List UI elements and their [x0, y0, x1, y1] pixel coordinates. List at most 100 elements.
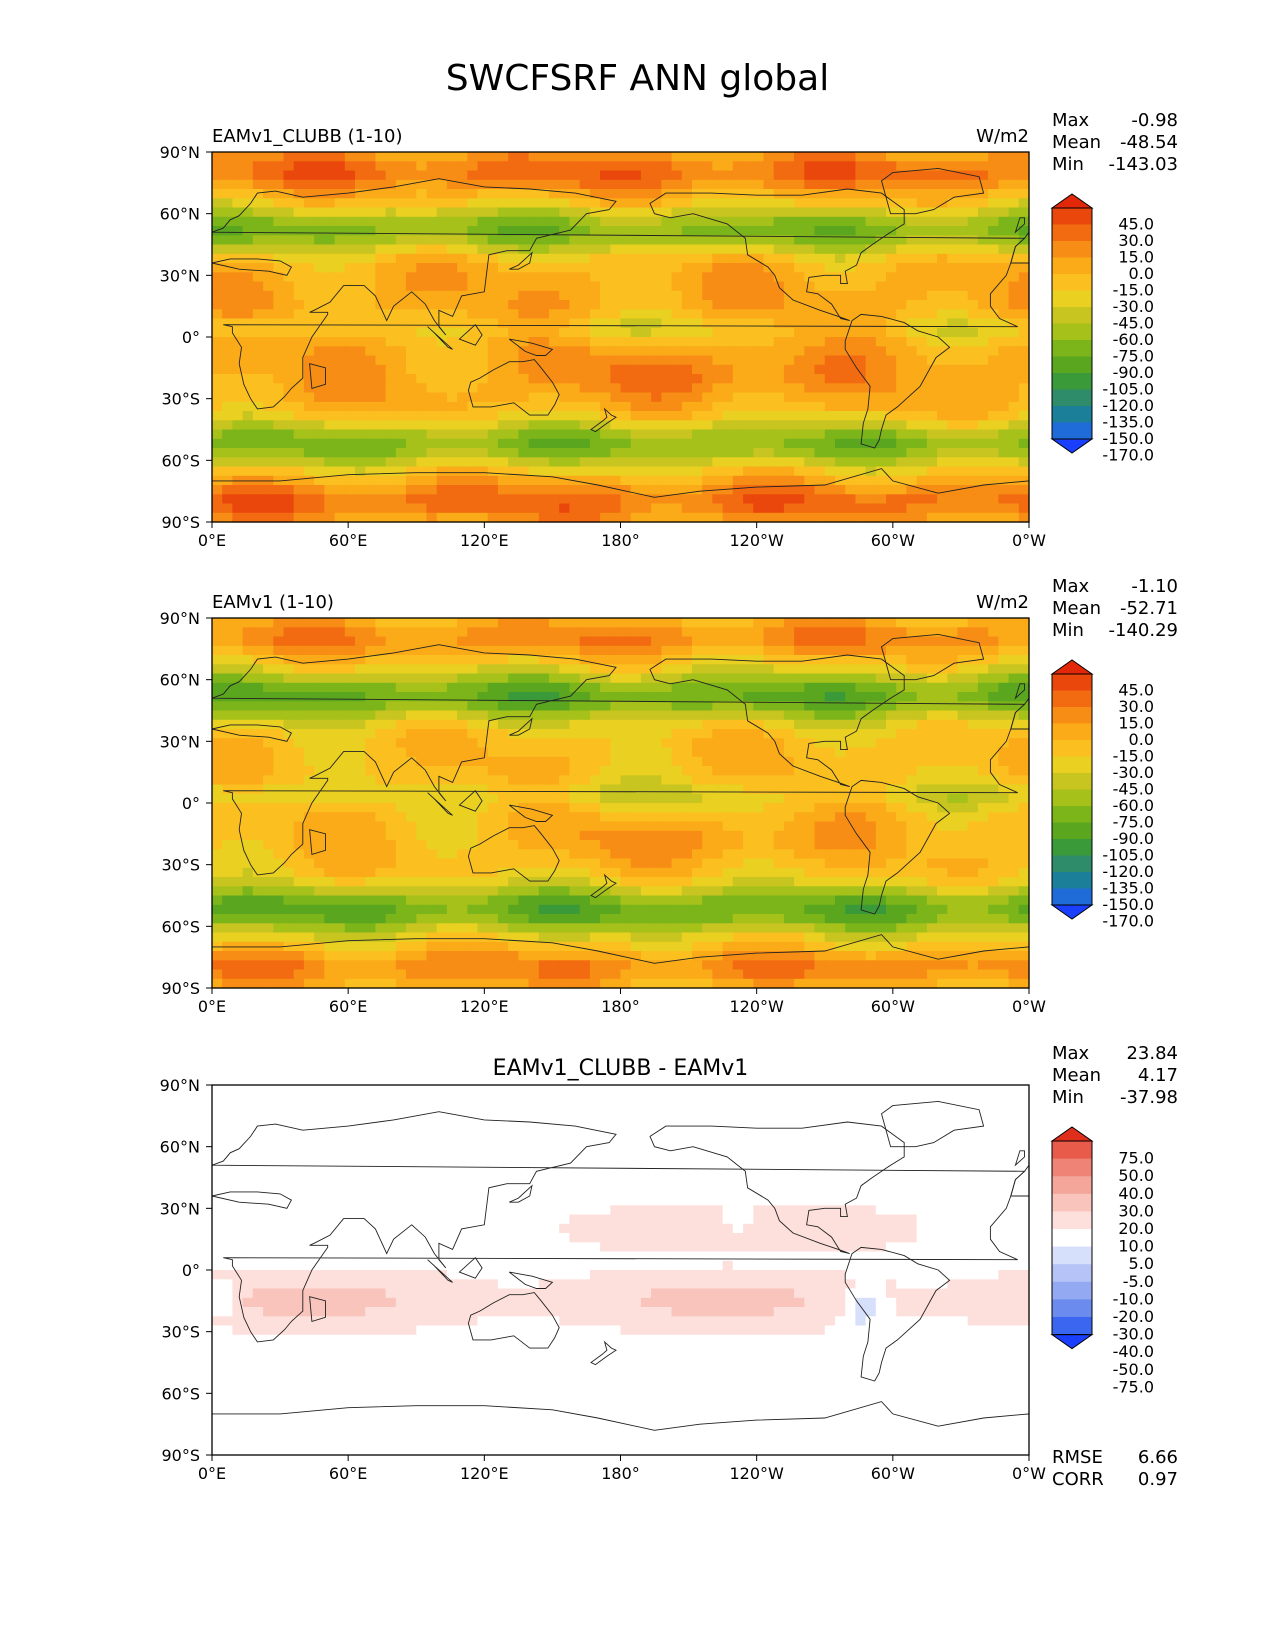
- x-tick-label: 120°W: [729, 1464, 784, 1483]
- colorbar-label: -90.0: [1113, 829, 1154, 848]
- map-panel-3: 0°E 60°E 120°E 180° 120°W 60°W 0°W 90°N 60°N 30°N…: [160, 1043, 1178, 1490]
- colorbar-label: -60.0: [1113, 796, 1154, 815]
- y-tick-label: 0°: [182, 328, 200, 347]
- colorbar-label: -120.0: [1102, 396, 1154, 415]
- colorbar-segment: [1052, 674, 1092, 691]
- field-contours: [212, 1085, 1030, 1456]
- y-tick-label: 90°S: [161, 1446, 200, 1465]
- colorbar-label: -60.0: [1113, 330, 1154, 349]
- y-tick-label: 30°S: [161, 390, 200, 409]
- coastline: [509, 338, 554, 356]
- colorbar-segment: [1052, 1229, 1092, 1247]
- metric-label: RMSE: [1052, 1447, 1103, 1468]
- colorbar-label: 75.0: [1118, 1149, 1154, 1168]
- colorbar-segment: [1052, 257, 1092, 275]
- colorbar-segment: [1052, 773, 1092, 790]
- coastline: [649, 654, 905, 788]
- colorbar-label: -50.0: [1113, 1360, 1154, 1379]
- y-tick-label: 90°N: [160, 609, 200, 628]
- y-tick-label: 30°S: [161, 1323, 200, 1342]
- x-tick-label: 60°W: [871, 997, 915, 1016]
- coastline: [211, 644, 1026, 876]
- coastline: [1014, 217, 1025, 234]
- coastline: [844, 1246, 951, 1382]
- y-tick-label: 90°N: [160, 143, 200, 162]
- colorbar-extend-top: [1050, 659, 1094, 675]
- colorbar-frame: [1051, 207, 1093, 440]
- stat-label: Max: [1052, 576, 1090, 597]
- colorbar-label: 0.0: [1129, 730, 1154, 749]
- field-contours: [212, 152, 1030, 523]
- x-tick-label: 180°: [601, 531, 640, 550]
- stat-value: -0.98: [1131, 110, 1178, 131]
- y-tick-label: 0°: [182, 794, 200, 813]
- colorbar-segment: [1052, 1299, 1092, 1318]
- coastline: [590, 873, 617, 899]
- coastline: [844, 779, 951, 915]
- y-tick-label: 90°S: [161, 513, 200, 532]
- coastline: [880, 167, 985, 215]
- colorbar-segment: [1052, 241, 1092, 258]
- colorbar-label: -30.0: [1113, 763, 1154, 782]
- colorbar-label: 20.0: [1118, 1219, 1154, 1238]
- coastline: [467, 825, 560, 882]
- x-tick-label: 0°W: [1012, 531, 1046, 550]
- colorbar-segment: [1052, 806, 1092, 823]
- x-tick-label: 120°W: [729, 531, 784, 550]
- colorbar-segment: [1052, 1211, 1092, 1230]
- colorbar-label: 40.0: [1118, 1184, 1154, 1203]
- colorbar-label: 5.0: [1129, 1254, 1154, 1273]
- colorbar-segment: [1052, 373, 1092, 390]
- y-tick-label: 60°N: [160, 671, 200, 690]
- colorbar-segment: [1052, 855, 1092, 873]
- colorbar-segment: [1052, 323, 1092, 341]
- x-tick-label: 60°W: [871, 531, 915, 550]
- colorbar-label: -170.0: [1102, 912, 1154, 931]
- colorbar-extend-bottom: [1050, 1334, 1094, 1350]
- colorbar-segment: [1052, 1246, 1092, 1265]
- panel-title: EAMv1_CLUBB - EAMv1: [493, 1056, 749, 1081]
- coastline: [309, 363, 326, 389]
- coastline: [880, 633, 985, 681]
- colorbar-segment: [1052, 224, 1092, 242]
- stat-value: -37.98: [1120, 1087, 1178, 1108]
- colorbar-label: 15.0: [1118, 714, 1154, 733]
- colorbar-segment: [1052, 723, 1092, 741]
- colorbar-label: -75.0: [1113, 347, 1154, 366]
- y-tick-label: 60°N: [160, 1138, 200, 1157]
- coastline: [590, 1340, 617, 1366]
- map-panel-1: 0°E 60°E 120°E 180° 120°W 60°W 0°W 90°N 60°N 30°N…: [160, 110, 1178, 550]
- x-tick-label: 0°W: [1012, 1464, 1046, 1483]
- coastline: [427, 326, 453, 350]
- colorbar-label: -75.0: [1113, 813, 1154, 832]
- stat-label: Mean: [1052, 132, 1101, 153]
- colorbar: 45.030.015.00.0-15.0-30.0-45.0-60.0-75.0…: [1050, 193, 1154, 465]
- colorbar-label: -150.0: [1102, 895, 1154, 914]
- coastline: [467, 359, 560, 416]
- coastline: [1014, 1150, 1025, 1167]
- colorbar-segment: [1052, 1158, 1092, 1177]
- colorbar-label: 10.0: [1118, 1237, 1154, 1256]
- y-tick-label: 0°: [182, 1261, 200, 1280]
- stat-value: 4.17: [1138, 1065, 1178, 1086]
- coastline: [211, 1191, 293, 1209]
- colorbar-segment: [1052, 1317, 1092, 1335]
- coastline: [1014, 683, 1025, 700]
- x-tick-label: 60°E: [329, 997, 367, 1016]
- stat-label: Mean: [1052, 598, 1101, 619]
- colorbar-label: -20.0: [1113, 1307, 1154, 1326]
- coastline: [458, 1257, 483, 1279]
- y-tick-label: 60°N: [160, 205, 200, 224]
- stat-label: Min: [1052, 620, 1084, 641]
- colorbar-segment: [1052, 1193, 1092, 1212]
- stat-value: -140.29: [1109, 620, 1178, 641]
- colorbar-segment: [1052, 872, 1092, 889]
- colorbar-label: 45.0: [1118, 681, 1154, 700]
- coastline: [427, 1259, 453, 1283]
- y-tick-label: 90°N: [160, 1076, 200, 1095]
- stat-value: -48.54: [1120, 132, 1178, 153]
- colorbar-segment: [1052, 690, 1092, 708]
- colorbar: 45.030.015.00.0-15.0-30.0-45.0-60.0-75.0…: [1050, 659, 1154, 931]
- x-tick-label: 180°: [601, 1464, 640, 1483]
